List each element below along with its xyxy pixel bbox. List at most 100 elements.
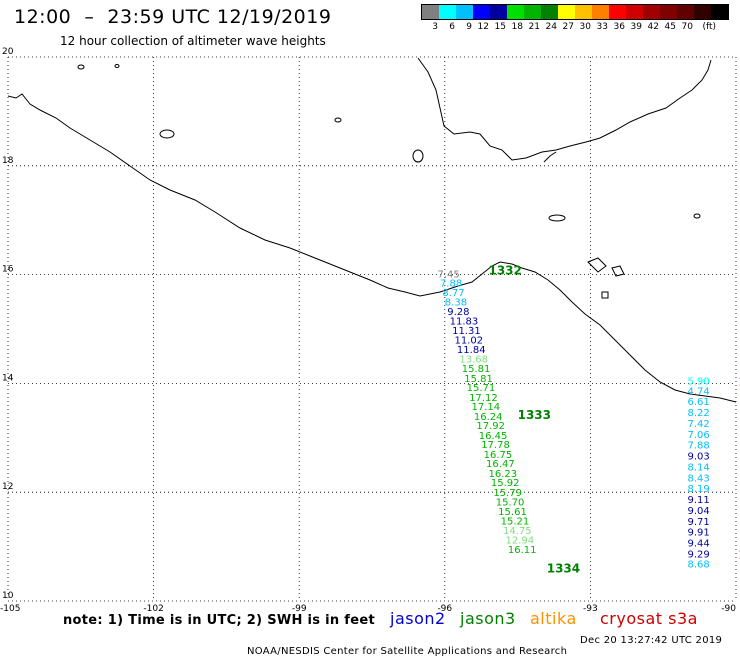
- legend-swatch-13: [643, 5, 660, 19]
- swh-value-1332-9: 13.68: [459, 355, 488, 366]
- legend-swatch-2: [456, 5, 473, 19]
- legend-swatch-17: [711, 5, 728, 19]
- legend-swatch-5: [507, 5, 524, 19]
- legend-swatch-0: [422, 5, 439, 19]
- legend-swatches: [421, 4, 729, 20]
- swh-value-1333-3: 17.12: [469, 393, 498, 404]
- satellite-altika: altika: [530, 609, 577, 628]
- swh-value-1334-2: 15.61: [498, 507, 527, 518]
- swh-value-1333-10: 16.47: [486, 459, 515, 470]
- swh-value-1332-5: 11.83: [450, 317, 479, 328]
- swh-value-163-7: 9.03: [687, 452, 709, 463]
- footer-note: note: 1) Time is in UTC; 2) SWH is in fe…: [63, 613, 375, 628]
- swh-value-1334-0: 15.79: [493, 488, 522, 499]
- legend-swatch-4: [490, 5, 507, 19]
- legend-swatch-9: [575, 5, 592, 19]
- legend-label-4: 15: [494, 22, 506, 32]
- track-id-1332: 1332: [488, 264, 521, 278]
- swh-value-1632-6: 9.91: [687, 528, 709, 539]
- legend-swatch-11: [609, 5, 626, 19]
- legend-label-14: 45: [664, 22, 676, 32]
- swh-value-1632-2: 8.19: [687, 484, 709, 495]
- coastline-yucatan: [417, 57, 712, 161]
- legend-label-2: 9: [466, 22, 472, 32]
- swh-value-1333-11: 16.23: [488, 469, 517, 480]
- legend-swatch-6: [524, 5, 541, 19]
- swh-value-1332-0: 7.45: [438, 269, 460, 280]
- swh-value-1333-2: 15.71: [467, 383, 496, 394]
- swh-value-1333-9: 16.75: [484, 450, 513, 461]
- swh-value-1333-8: 17.78: [481, 440, 510, 451]
- swh-value-163-5: 7.06: [687, 430, 709, 441]
- coastline: [7, 57, 737, 403]
- legend-label-5: 18: [511, 22, 523, 32]
- swh-value-163-0: 5.90: [687, 376, 709, 387]
- swh-value-1333-5: 16.24: [474, 412, 503, 423]
- swh-value-163-3: 8.22: [687, 408, 709, 419]
- island-tabasco: [412, 149, 424, 163]
- lake-3: [601, 291, 609, 299]
- swh-value-1333-7: 16.45: [479, 431, 508, 442]
- lake-1: [587, 257, 607, 273]
- legend-swatch-1: [439, 5, 456, 19]
- island-small-nw: [77, 64, 85, 70]
- island-small-west: [159, 129, 175, 139]
- lon-label--93: -93: [583, 604, 598, 614]
- swh-value-1632-7: 9.44: [687, 539, 709, 550]
- color-legend: 3 6 9 12 15 18 21 24 27 30 33 36 39 42 45 70 (ft): [421, 4, 729, 34]
- legend-labels: 3 6 9 12 15 18 21 24 27 30 33 36 39 42 45 70 (ft): [421, 20, 729, 34]
- graticule: 201816141210-105-102-99-96-93-90: [0, 47, 737, 614]
- swh-value-1333-6: 17.92: [476, 421, 505, 432]
- swh-value-1332-7: 11.02: [455, 336, 484, 347]
- legend-swatch-7: [541, 5, 558, 19]
- map-title: 12:00 – 23:59 UTC 12/19/2019: [14, 6, 332, 28]
- swh-value-1334-1: 15.70: [496, 497, 525, 508]
- lon-label--99: -99: [292, 604, 307, 614]
- lake-2: [611, 265, 625, 277]
- lat-label-12: 12: [2, 482, 13, 492]
- swh-value-1334-5: 12.94: [505, 535, 534, 546]
- swh-value-163-4: 7.42: [687, 419, 709, 430]
- legend-label-15: 70: [681, 22, 693, 32]
- swh-value-1333-12: 15.92: [491, 478, 520, 489]
- legend-swatch-15: [677, 5, 694, 19]
- lon-label--96: -96: [437, 604, 452, 614]
- legend-swatch-10: [592, 5, 609, 19]
- swh-value-163-1: 4.74: [687, 386, 709, 397]
- swh-value-1632-1: 8.43: [687, 473, 709, 484]
- swh-value-1332-2: 8.77: [442, 288, 464, 299]
- credit-line: NOAA/NESDIS Center for Satellite Applica…: [240, 635, 722, 668]
- legend-label-1: 6: [449, 22, 455, 32]
- swh-value-1332-1: 7.88: [440, 279, 462, 290]
- legend-label-12: 39: [630, 22, 642, 32]
- swh-value-1334-6: 16.11: [508, 545, 537, 556]
- legend-swatch-3: [473, 5, 490, 19]
- wave-height-map: 201816141210-105-102-99-96-93-90 7.457.8…: [0, 47, 740, 614]
- legend-label-0: 3: [432, 22, 438, 32]
- swh-value-1332-6: 11.31: [452, 326, 481, 337]
- legend-swatch-16: [694, 5, 711, 19]
- legend-label-3: 12: [477, 22, 489, 32]
- swh-value-1332-4: 9.28: [447, 307, 469, 318]
- swh-value-1334-3: 15.21: [501, 516, 530, 527]
- island-small-c: [334, 117, 342, 123]
- coastline-gulf-inlet: [543, 151, 557, 163]
- legend-label-6: 21: [528, 22, 540, 32]
- track-id-163: 163: [738, 375, 740, 389]
- lon-label--90: -90: [721, 604, 736, 614]
- coastline-mexico-pacific: [7, 93, 737, 403]
- swh-value-1632-0: 8.14: [687, 462, 709, 473]
- swh-value-1334-4: 14.75: [503, 526, 532, 537]
- lat-label-14: 14: [2, 373, 14, 383]
- legend-label-13: 42: [647, 22, 659, 32]
- lon-label--102: -102: [143, 604, 163, 614]
- swh-value-1333-0: 15.81: [462, 364, 491, 375]
- swh-value-1332-8: 11.84: [457, 345, 486, 356]
- swh-value-1632-8: 9.29: [687, 549, 709, 560]
- legend-label-10: 33: [596, 22, 608, 32]
- track-id-1333: 1333: [518, 408, 551, 422]
- swh-value-1333-4: 17.14: [471, 402, 500, 413]
- lat-label-18: 18: [2, 156, 14, 166]
- legend-label-16: (ft): [702, 22, 716, 32]
- lakes: [587, 257, 625, 299]
